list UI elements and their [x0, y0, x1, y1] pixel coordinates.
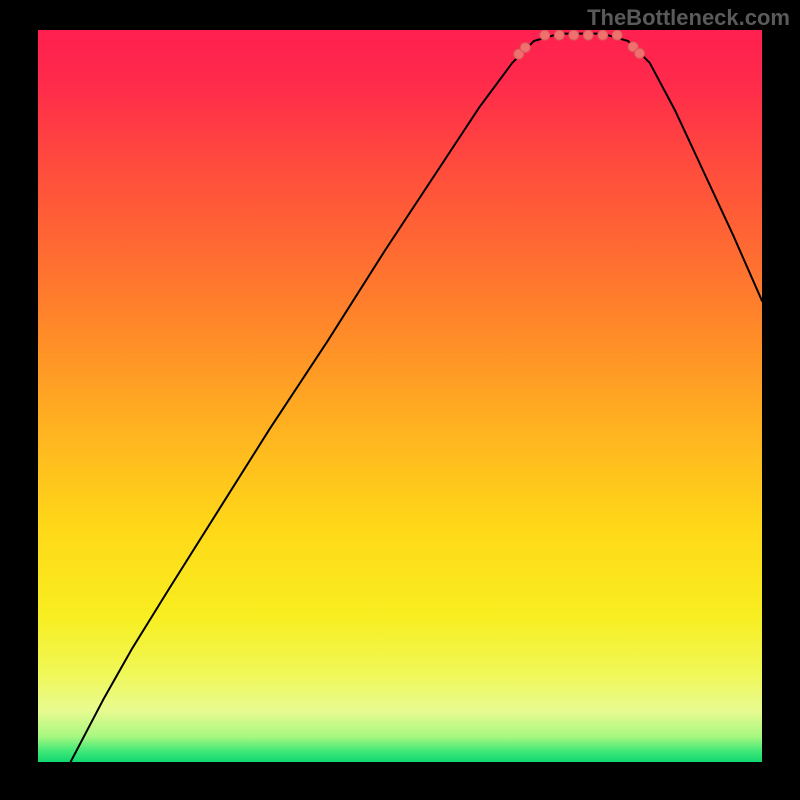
chart-svg — [38, 30, 762, 762]
marker-point — [635, 48, 645, 58]
marker-point — [554, 30, 564, 40]
marker-point — [598, 30, 608, 40]
marker-point — [520, 43, 530, 53]
marker-point — [540, 30, 550, 40]
marker-point — [612, 30, 622, 40]
watermark-label: TheBottleneck.com — [587, 5, 790, 31]
gradient-background — [38, 30, 762, 762]
plot-area — [38, 30, 762, 762]
marker-point — [569, 30, 579, 40]
chart-container: TheBottleneck.com — [0, 0, 800, 800]
marker-point — [583, 30, 593, 40]
